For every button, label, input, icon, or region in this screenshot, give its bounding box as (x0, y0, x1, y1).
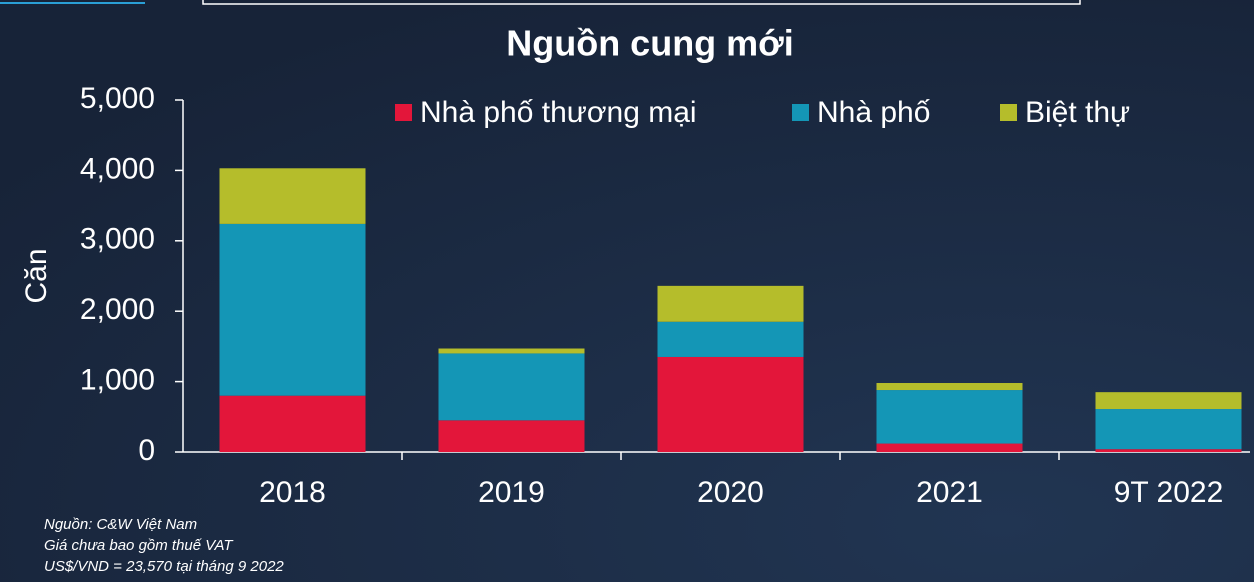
bar-segment (657, 356, 804, 452)
legend-swatch (1000, 104, 1017, 121)
bar-segment (219, 223, 366, 396)
bar-segment (219, 395, 366, 452)
y-tick-label: 4,000 (80, 152, 155, 185)
y-tick-label: 1,000 (80, 364, 155, 397)
x-tick-label: 2019 (478, 476, 545, 509)
x-tick-label: 2020 (697, 476, 764, 509)
bar-segment (876, 390, 1023, 444)
x-tick-label: 2021 (916, 476, 983, 509)
note: US$/VND = 23,570 tại tháng 9 2022 (44, 558, 284, 575)
bar-segment (876, 443, 1023, 452)
bar-segment (438, 420, 585, 452)
bar-segment (1095, 449, 1242, 452)
x-tick-label: 2018 (259, 476, 326, 509)
note: Giá chưa bao gồm thuế VAT (44, 537, 234, 554)
y-tick-label: 0 (138, 434, 155, 467)
bar-segment (1095, 409, 1242, 450)
bar-segment (1095, 392, 1242, 410)
x-tick-label: 9T 2022 (1114, 476, 1224, 509)
top-box (202, 0, 1081, 5)
legend-swatch (395, 104, 412, 121)
bar-segment (438, 353, 585, 421)
y-axis-label: Căn (20, 248, 53, 303)
bar-segment (657, 285, 804, 322)
y-tick-label: 2,000 (80, 293, 155, 326)
legend-label: Biệt thự (1025, 96, 1130, 129)
note: Nguồn: C&W Việt Nam (44, 516, 197, 533)
bar-segment (219, 168, 366, 224)
bar-segment (438, 348, 585, 354)
legend-swatch (792, 104, 809, 121)
legend-label: Nhà phố thương mại (420, 96, 697, 129)
y-tick-label: 5,000 (80, 82, 155, 115)
y-tick-label: 3,000 (80, 223, 155, 256)
legend-label: Nhà phố (817, 96, 931, 129)
bar-segment (657, 321, 804, 357)
chart-title: Nguồn cung mới (506, 23, 794, 64)
bar-segment (876, 383, 1023, 391)
